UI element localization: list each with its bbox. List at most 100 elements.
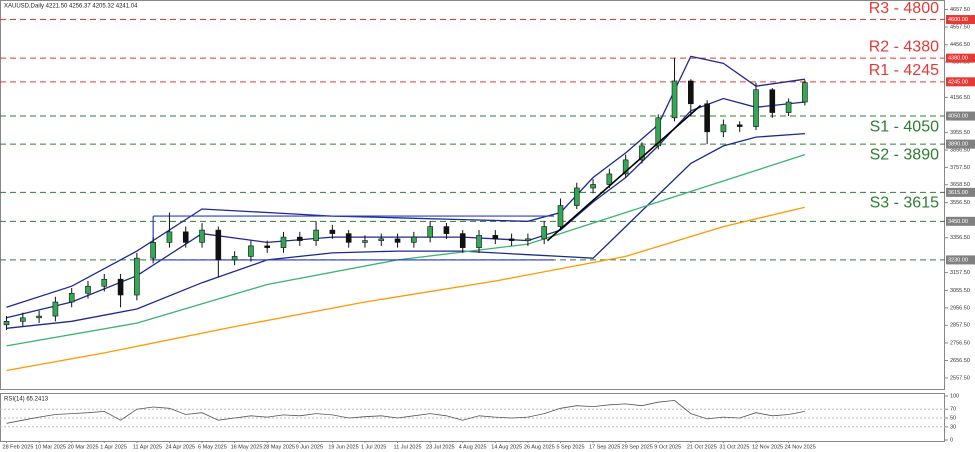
level-label: R1 - 4245 <box>869 62 939 79</box>
candle-body <box>443 226 450 234</box>
candle-body <box>394 238 401 243</box>
overlay-line <box>6 97 805 319</box>
candle-body <box>541 226 547 240</box>
overlay-line <box>6 153 806 347</box>
candle-body <box>557 205 564 227</box>
candle-body <box>52 301 59 317</box>
y-tick-label: 3955.50 <box>950 130 970 136</box>
x-tick-label: 19 Jun 2025 <box>328 444 358 450</box>
level-value: 3230.00 <box>948 257 968 263</box>
x-tick-label: 24 Apr 2025 <box>165 444 195 450</box>
candle-body <box>508 238 515 241</box>
x-tick-label: 1 Apr 2025 <box>100 444 127 450</box>
x-tick-label: 9 Oct 2025 <box>654 444 681 450</box>
y-tick-label: 4456.50 <box>950 42 970 48</box>
candle-body <box>215 229 222 261</box>
x-tick-label: 24 Nov 2025 <box>785 444 816 450</box>
candle-body <box>199 229 205 243</box>
candle-body <box>150 242 156 259</box>
level-box <box>946 216 975 226</box>
candle-body <box>296 236 303 241</box>
level-value: 4245.00 <box>948 79 968 85</box>
overlay-line <box>6 206 806 372</box>
level-value: 4050.00 <box>948 113 968 119</box>
candle-body <box>476 235 482 248</box>
candle-body <box>411 236 417 243</box>
y-tick-label: 100 <box>950 393 959 399</box>
candle-body <box>329 229 336 234</box>
x-tick-label: 14 Aug 2025 <box>491 444 522 450</box>
level-value: 3450.00 <box>948 219 968 225</box>
level-box <box>946 53 975 63</box>
candle-body <box>345 233 352 243</box>
candle-body <box>785 101 792 113</box>
candle-body <box>492 235 499 240</box>
y-tick-label: 2956.50 <box>950 305 970 311</box>
level-box <box>946 255 975 265</box>
level-label: S1 - 4050 <box>870 118 939 135</box>
y-tick-label: 0 <box>950 437 953 443</box>
candle-body <box>231 256 238 261</box>
level-label: R3 - 4800 <box>869 0 939 17</box>
candle-body <box>459 233 466 248</box>
candle-body <box>671 80 678 119</box>
candle-body <box>704 103 710 133</box>
candle-body <box>182 231 189 243</box>
y-tick-label: 30 <box>950 424 956 430</box>
candle-body <box>720 124 727 133</box>
candle-body <box>68 292 75 303</box>
y-tick-label: 2656.50 <box>950 358 970 364</box>
y-tick-label: 4156.50 <box>950 95 970 101</box>
candle-body <box>378 238 385 241</box>
candle-body <box>622 159 629 175</box>
candle-body <box>753 89 759 127</box>
level-box <box>946 15 975 25</box>
candle-body <box>769 89 776 113</box>
level-box <box>946 187 975 197</box>
candle-body <box>573 187 580 206</box>
x-tick-label: 1 Jul 2025 <box>361 444 386 450</box>
y-tick-label: 3556.50 <box>950 200 970 206</box>
candle-body <box>362 240 368 243</box>
y-tick-label: 2557.50 <box>950 375 970 381</box>
candle-body <box>20 317 26 322</box>
level-box <box>946 139 975 149</box>
candle-body <box>134 257 140 296</box>
rsi-title: RSI(14) 65.2413 <box>4 397 49 403</box>
x-tick-label: 28 Feb 2025 <box>3 444 34 450</box>
candle-body <box>802 82 808 103</box>
level-value: 3615.00 <box>948 190 968 196</box>
x-tick-label: 23 Jul 2025 <box>426 444 454 450</box>
x-tick-label: 20 Mar 2025 <box>68 444 99 450</box>
candle-body <box>655 117 662 147</box>
candle-body <box>736 124 743 127</box>
y-tick-label: 50 <box>950 415 956 421</box>
level-value: 4600.00 <box>948 17 968 23</box>
level-value: 4380.00 <box>948 56 968 62</box>
y-tick-label: 3356.50 <box>950 235 970 241</box>
y-tick-label: 3157.50 <box>950 270 970 276</box>
y-tick-label: 2857.50 <box>950 323 970 329</box>
x-tick-label: 10 Mar 2025 <box>35 444 66 450</box>
overlay-line <box>6 55 805 308</box>
x-tick-label: 12 Nov 2025 <box>752 444 783 450</box>
level-label: S3 - 3615 <box>870 195 939 212</box>
overlay-line <box>6 132 805 329</box>
level-label: R2 - 4380 <box>869 38 939 55</box>
y-tick-label: 3055.50 <box>950 288 970 294</box>
y-tick-label: 3856.50 <box>950 147 970 153</box>
main-panel <box>0 0 945 390</box>
x-tick-label: 6 May 2025 <box>198 444 227 450</box>
y-tick-label: 3757.50 <box>950 165 970 171</box>
y-tick-label: 2756.50 <box>950 340 970 346</box>
level-value: 3890.00 <box>948 142 968 148</box>
candle-body <box>606 173 613 185</box>
level-label: S2 - 3890 <box>870 146 939 163</box>
x-tick-label: 17 Sep 2025 <box>589 444 620 450</box>
x-tick-label: 16 May 2025 <box>231 444 263 450</box>
candle-body <box>639 145 645 161</box>
x-tick-label: 21 Oct 2025 <box>687 444 717 450</box>
x-tick-label: 4 Aug 2025 <box>459 444 487 450</box>
candle-body <box>3 321 10 326</box>
x-tick-label: 5 Sep 2025 <box>556 444 584 450</box>
